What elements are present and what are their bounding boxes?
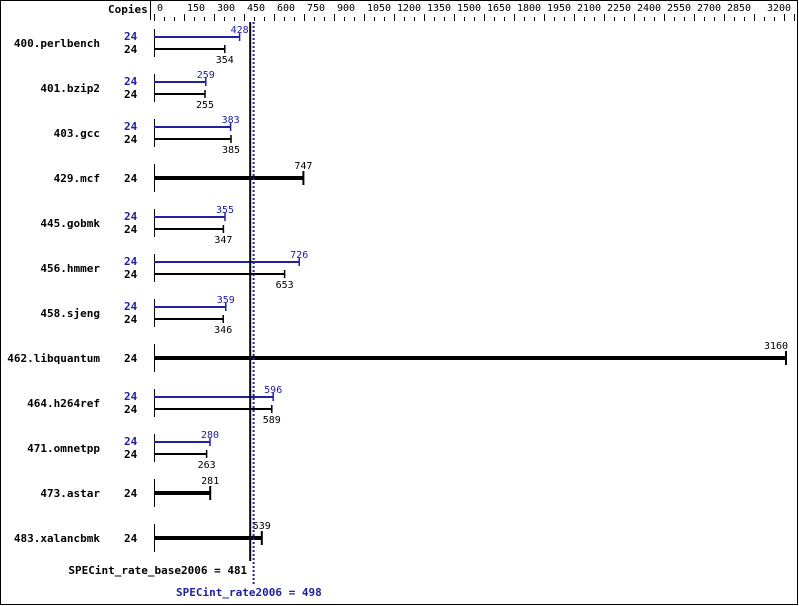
benchmark-name: 400.perlbench [14,37,100,50]
tick-label: 300 [217,3,235,14]
peak-value: 359 [217,295,235,306]
tick-label: 600 [277,3,295,14]
base-copies: 24 [124,313,138,326]
tick-label: 900 [337,3,355,14]
base-copies: 24 [124,172,138,185]
peak-value: 726 [290,250,308,261]
base-value: 3160 [764,341,788,352]
tick-label: 1350 [427,3,451,14]
peak-copies: 24 [124,75,138,88]
peak-copies: 24 [124,255,138,268]
benchmark-name: 473.astar [40,487,100,500]
peak-value: 280 [201,430,219,441]
tick-label: 3200 [767,3,791,14]
base-value: 539 [253,521,271,532]
tick-label: 750 [307,3,325,14]
peak-value: 259 [197,70,215,81]
peak-value: 428 [231,25,249,36]
base-value: 589 [263,415,281,426]
tick-label: 0 [157,3,163,14]
benchmark-name: 401.bzip2 [40,82,100,95]
base-summary-label: SPECint_rate_base2006 = 481 [68,564,247,577]
benchmark-name: 471.omnetpp [27,442,100,455]
tick-label: 450 [247,3,265,14]
base-copies: 24 [124,88,138,101]
tick-label: 2700 [697,3,721,14]
benchmark-name: 456.hmmer [40,262,100,275]
base-copies: 24 [124,487,138,500]
tick-label: 150 [187,3,205,14]
peak-value: 383 [222,115,240,126]
base-copies: 24 [124,133,138,146]
tick-label: 1950 [547,3,571,14]
tick-label: 1050 [367,3,391,14]
base-copies: 24 [124,532,138,545]
benchmark-name: 464.h264ref [27,397,100,410]
base-value: 347 [214,235,232,246]
tick-label: 1200 [397,3,421,14]
base-value: 747 [294,161,312,172]
base-copies: 24 [124,352,138,365]
tick-label: 1500 [457,3,481,14]
base-value: 281 [201,476,219,487]
base-value: 263 [198,460,216,471]
peak-summary-label: SPECint_rate2006 = 498 [176,586,322,599]
benchmark-name: 458.sjeng [40,307,100,320]
benchmark-name: 429.mcf [54,172,100,185]
copies-header: Copies [108,3,148,16]
base-copies: 24 [124,223,138,236]
tick-label: 2850 [727,3,751,14]
base-copies: 24 [124,403,138,416]
peak-copies: 24 [124,120,138,133]
base-value: 653 [276,280,294,291]
tick-label: 1800 [517,3,541,14]
peak-copies: 24 [124,30,138,43]
benchmark-name: 445.gobmk [40,217,100,230]
peak-value: 355 [216,205,234,216]
tick-label: 2550 [667,3,691,14]
peak-copies: 24 [124,300,138,313]
peak-copies: 24 [124,210,138,223]
base-value: 385 [222,145,240,156]
peak-value: 596 [264,385,282,396]
base-copies: 24 [124,448,138,461]
base-value: 346 [214,325,232,336]
peak-copies: 24 [124,435,138,448]
tick-label: 2250 [607,3,631,14]
benchmark-name: 483.xalancbmk [14,532,100,545]
base-value: 354 [216,55,234,66]
tick-label: 2100 [577,3,601,14]
tick-label: 1650 [487,3,511,14]
tick-label: 2400 [637,3,661,14]
benchmark-name: 462.libquantum [7,352,100,365]
peak-copies: 24 [124,390,138,403]
benchmark-name: 403.gcc [54,127,100,140]
base-copies: 24 [124,268,138,281]
base-copies: 24 [124,43,138,56]
base-value: 255 [196,100,214,111]
